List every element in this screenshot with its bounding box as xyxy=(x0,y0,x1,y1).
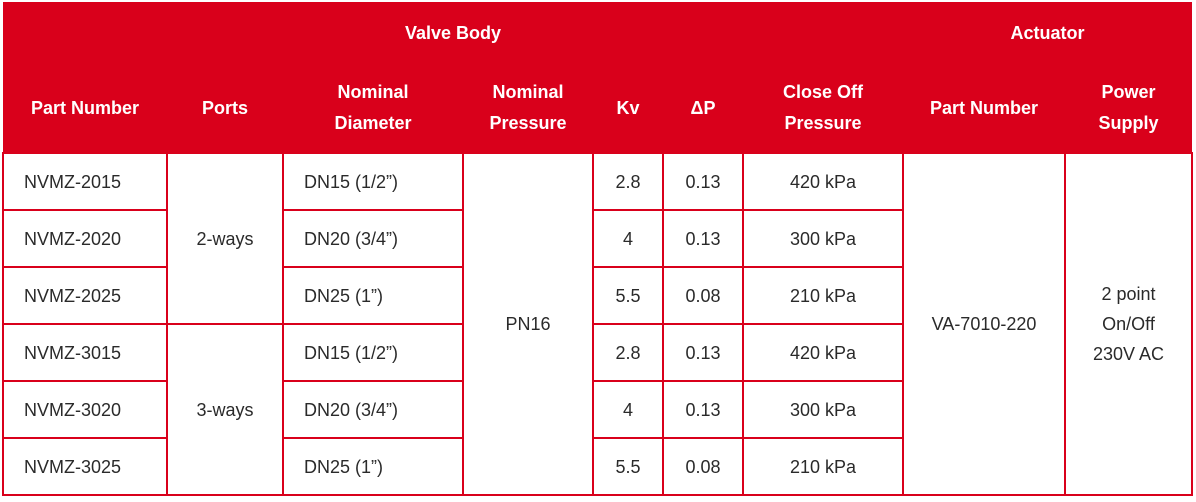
delta-p-cell: 0.08 xyxy=(662,437,744,496)
close-off-cell: 420 kPa xyxy=(741,323,905,382)
kv-cell: 4 xyxy=(592,209,664,268)
nominal-diameter-cell: DN20 (3/4”) xyxy=(282,380,464,439)
nominal-pressure-cell: PN16 xyxy=(462,152,594,496)
kv-cell: 2.8 xyxy=(592,323,664,382)
close-off-header-line2: Pressure xyxy=(784,113,862,133)
part-number-cell: NVMZ-2015 xyxy=(2,152,168,211)
close-off-cell: 300 kPa xyxy=(741,380,905,439)
nominal-pressure-header: Nominal Pressure xyxy=(463,64,593,153)
kv-header: Kv xyxy=(593,64,663,153)
part-number-cell: NVMZ-3025 xyxy=(2,437,168,496)
kv-cell: 2.8 xyxy=(592,152,664,211)
kv-cell: 4 xyxy=(592,380,664,439)
nominal-pressure-header-line1: Nominal xyxy=(492,82,564,102)
actuator-group-header: Actuator xyxy=(903,2,1193,64)
actuator-part-cell: VA-7010-220 xyxy=(902,152,1067,496)
power-supply-header-line2: Supply xyxy=(1098,113,1159,133)
part-number-cell: NVMZ-2025 xyxy=(2,266,168,325)
nominal-diameter-header-line2: Diameter xyxy=(334,113,412,133)
nominal-diameter-cell: DN25 (1”) xyxy=(282,437,464,496)
ports-cell-2-ways: 2-ways xyxy=(166,152,284,325)
delta-p-cell: 0.13 xyxy=(662,152,744,211)
power-supply-header: Power Supply xyxy=(1065,64,1193,153)
delta-p-cell: 0.13 xyxy=(662,209,744,268)
delta-p-cell: 0.13 xyxy=(662,380,744,439)
close-off-cell: 210 kPa xyxy=(741,266,905,325)
table-row: NVMZ-2015 2-ways DN15 (1/2”) PN16 2.8 0.… xyxy=(2,152,1194,496)
table-row: NVMZ-2020 DN20 (3/4”) 4 0.13 300 kPa xyxy=(2,209,1192,268)
close-off-cell: 420 kPa xyxy=(741,152,905,211)
close-off-cell: 210 kPa xyxy=(741,437,905,496)
power-supply-line2: On/Off xyxy=(1102,314,1155,334)
close-off-pressure-header: Close Off Pressure xyxy=(743,64,904,153)
power-supply-line1: 2 point xyxy=(1101,284,1156,304)
kv-cell: 5.5 xyxy=(592,266,664,325)
table-row: NVMZ-3025 DN25 (1”) 5.5 0.08 210 kPa xyxy=(2,437,1192,496)
ports-cell-3-ways: 3-ways xyxy=(166,323,284,496)
nominal-diameter-cell: DN15 (1/2”) xyxy=(282,152,464,211)
kv-cell: 5.5 xyxy=(592,437,664,496)
nominal-diameter-cell: DN15 (1/2”) xyxy=(282,323,464,382)
ports-header: Ports xyxy=(167,64,283,153)
delta-p-cell: 0.13 xyxy=(662,323,744,382)
close-off-header-line1: Close Off xyxy=(783,82,864,102)
power-supply-cell: 2 point On/Off 230V AC xyxy=(1064,152,1194,496)
delta-p-cell: 0.08 xyxy=(662,266,744,325)
nominal-diameter-header: Nominal Diameter xyxy=(283,64,463,153)
part-number-cell: NVMZ-3015 xyxy=(2,323,168,382)
part-number-header: Part Number xyxy=(3,64,167,153)
part-number-cell: NVMZ-3020 xyxy=(2,380,168,439)
nominal-pressure-header-line2: Pressure xyxy=(489,113,567,133)
nominal-diameter-header-line1: Nominal xyxy=(337,82,409,102)
power-supply-header-line1: Power xyxy=(1101,82,1156,102)
part-number-cell: NVMZ-2020 xyxy=(2,209,168,268)
actuator-part-number-header: Part Number xyxy=(903,64,1066,153)
delta-p-header: ΔP xyxy=(663,64,743,153)
table-row: NVMZ-3015 3-ways DN15 (1/2”) 2.8 0.13 42… xyxy=(2,323,1192,496)
nominal-diameter-cell: DN20 (3/4”) xyxy=(282,209,464,268)
nominal-diameter-cell: DN25 (1”) xyxy=(282,266,464,325)
group-header-row: Valve Body Actuator xyxy=(3,2,1193,64)
power-supply-line3: 230V AC xyxy=(1092,344,1165,364)
table-row: NVMZ-3020 DN20 (3/4”) 4 0.13 300 kPa xyxy=(2,380,1192,439)
close-off-cell: 300 kPa xyxy=(741,209,905,268)
table-row: NVMZ-2025 DN25 (1”) 5.5 0.08 210 kPa xyxy=(2,266,1192,325)
valve-body-group-header: Valve Body xyxy=(3,2,904,64)
column-header-row: Part Number Ports Nominal Diameter Nomina… xyxy=(3,64,1193,153)
